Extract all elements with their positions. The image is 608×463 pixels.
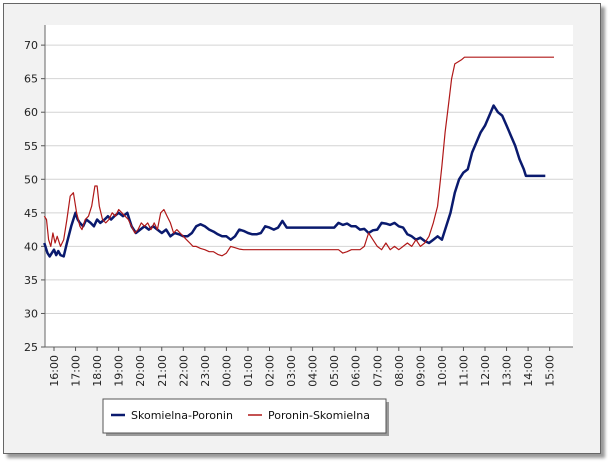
series-line-skomielna-poronin [43, 104, 546, 258]
x-tick-label-23: 15:00 [544, 355, 557, 387]
y-tick-label-70: 70 [24, 39, 38, 52]
x-tick-label-3: 19:00 [113, 355, 126, 387]
legend-box [102, 398, 387, 434]
x-tick-label-6: 22:00 [177, 355, 190, 387]
x-axis: 16:00 17:00 18:00 19:00 20:00 21:00 22:00 23:00… [45, 346, 573, 387]
y-tick-label-55: 55 [24, 140, 38, 153]
y-axis: 25 30 35 40 45 50 55 60 65 70 [24, 25, 46, 354]
chart-frame: 25 30 35 40 45 50 55 60 65 70 16:00 17:00 18:00 19:0… [3, 3, 601, 454]
legend-label-skomielna-poronin: Skomielna-Poronin [131, 409, 233, 422]
series-line-poronin-skomielna [43, 56, 554, 257]
x-tick-label-9: 01:00 [242, 355, 255, 387]
x-tick-label-21: 13:00 [501, 355, 514, 387]
x-tick-label-10: 02:00 [264, 355, 277, 387]
series-lines [43, 56, 554, 258]
line-chart: 25 30 35 40 45 50 55 60 65 70 16:00 17:00 18:00 19:0… [24, 25, 573, 436]
x-tick-label-16: 08:00 [393, 355, 406, 387]
grid-lines [45, 44, 573, 314]
x-tick-label-1: 17:00 [70, 355, 83, 387]
y-tick-label-65: 65 [24, 73, 38, 86]
x-tick-label-11: 03:00 [285, 355, 298, 387]
x-tick-label-22: 14:00 [522, 355, 535, 387]
x-tick-label-7: 23:00 [199, 355, 212, 387]
x-tick-label-5: 21:00 [156, 355, 169, 387]
x-tick-label-4: 20:00 [134, 355, 147, 387]
legend-label-poronin-skomielna: Poronin-Skomielna [268, 409, 370, 422]
x-tick-label-19: 11:00 [457, 355, 470, 387]
x-tick-label-8: 00:00 [220, 355, 233, 387]
legend: Skomielna-Poronin Poronin-Skomielna [102, 398, 389, 436]
y-tick-label-60: 60 [24, 106, 38, 119]
y-tick-label-35: 35 [24, 274, 38, 287]
x-tick-label-13: 05:00 [328, 355, 341, 387]
x-tick-label-2: 18:00 [91, 355, 104, 387]
plot-area [45, 25, 573, 347]
x-tick-label-18: 10:00 [436, 355, 449, 387]
y-tick-label-40: 40 [24, 240, 38, 253]
x-tick-label-14: 06:00 [350, 355, 363, 387]
y-tick-label-30: 30 [24, 307, 38, 320]
y-tick-label-50: 50 [24, 173, 38, 186]
x-tick-label-15: 07:00 [371, 355, 384, 387]
x-tick-label-0: 16:00 [48, 355, 61, 387]
x-tick-label-17: 09:00 [414, 355, 427, 387]
x-tick-label-20: 12:00 [479, 355, 492, 387]
x-tick-label-12: 04:00 [307, 355, 320, 387]
y-tick-label-45: 45 [24, 207, 38, 220]
y-tick-label-25: 25 [24, 341, 38, 354]
